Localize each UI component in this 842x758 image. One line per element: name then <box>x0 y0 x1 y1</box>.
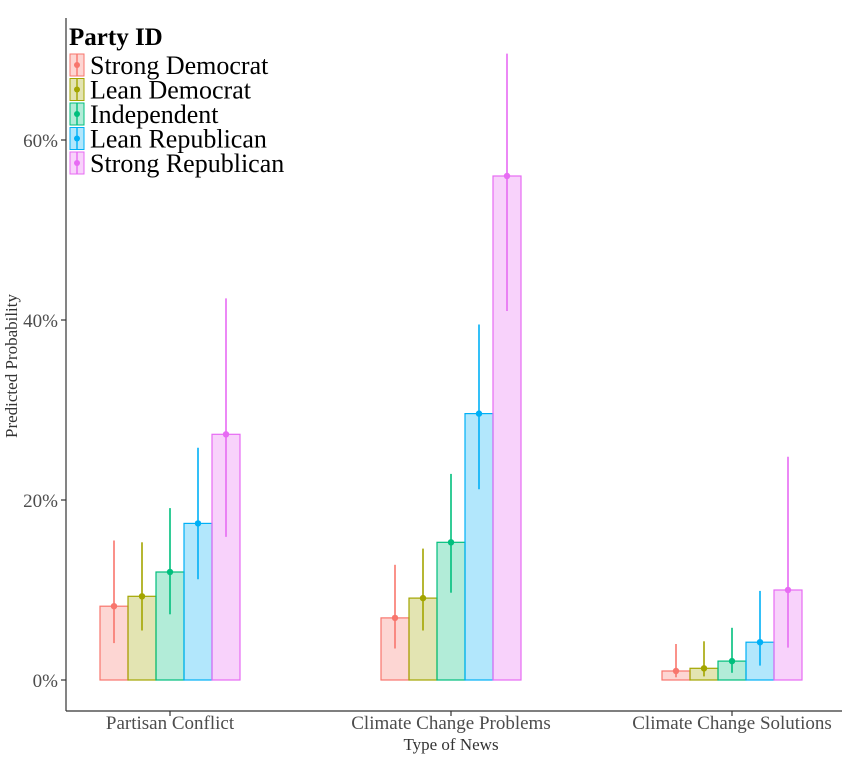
x-tick-label: Partisan Conflict <box>106 713 235 734</box>
bar <box>436 541 466 681</box>
legend-label: Lean Democrat <box>90 76 252 105</box>
legend-key-point <box>74 86 80 93</box>
y-ticks: 0% 20% 40% 60% <box>23 131 66 692</box>
point <box>222 431 230 438</box>
legend-key-point <box>74 160 80 166</box>
legend-label: Lean Republican <box>90 125 267 154</box>
legend-key-point <box>74 111 80 117</box>
y-tick-label: 20% <box>23 491 58 512</box>
x-ticks: Partisan Conflict Climate Change Problems… <box>106 711 832 734</box>
legend-label: Strong Republican <box>90 149 284 178</box>
legend-title: Party ID <box>69 24 163 51</box>
point <box>672 667 680 675</box>
x-tick-label: Climate Change Problems <box>351 713 550 734</box>
legend-key-point <box>74 62 80 68</box>
point <box>503 172 511 180</box>
point <box>784 586 792 594</box>
y-axis-title: Predicted Probability <box>2 294 21 439</box>
point <box>419 594 427 602</box>
point <box>166 568 174 576</box>
point <box>475 410 483 417</box>
legend-label: Strong Democrat <box>90 51 269 80</box>
legend-key-point <box>74 135 80 142</box>
point <box>756 639 764 646</box>
point <box>194 520 202 527</box>
point <box>110 603 118 610</box>
x-tick-label: Climate Change Solutions <box>632 713 832 734</box>
plot-area <box>99 53 803 681</box>
y-tick-label: 0% <box>33 671 59 692</box>
y-tick-label: 60% <box>23 131 58 152</box>
y-tick-label: 40% <box>23 311 58 332</box>
legend-label: Independent <box>90 100 219 129</box>
point <box>391 614 399 622</box>
x-axis-title: Type of News <box>403 735 498 754</box>
point <box>700 665 708 672</box>
point <box>138 593 146 600</box>
point <box>447 539 455 546</box>
point <box>728 657 736 665</box>
axes <box>65 18 842 712</box>
